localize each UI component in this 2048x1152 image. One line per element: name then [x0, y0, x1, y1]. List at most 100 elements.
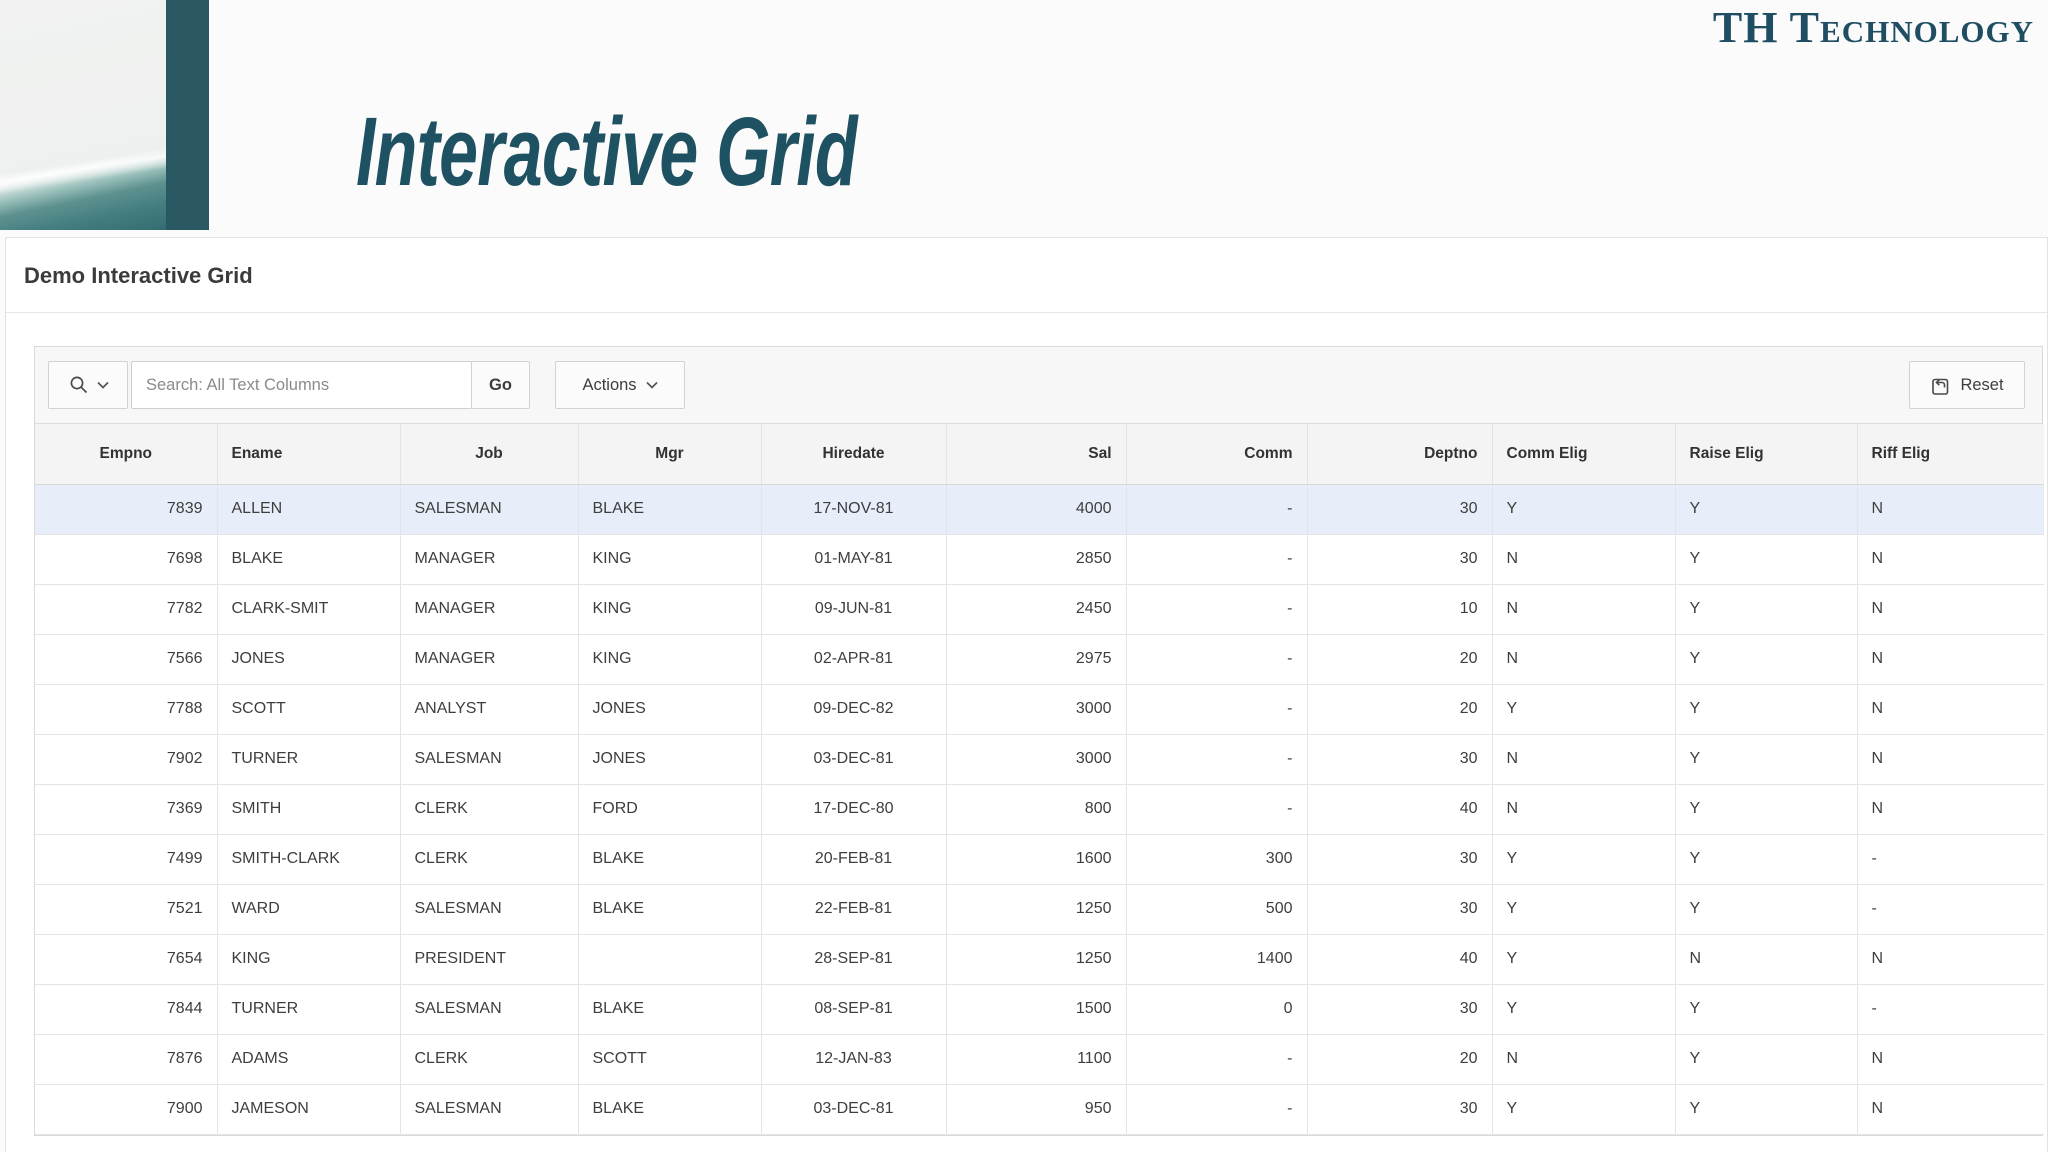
table-row[interactable]: 7499 SMITH-CLARK CLERK BLAKE 20-FEB-81 1600 30… [35, 834, 2044, 885]
table-row[interactable]: 7654 KING PRESIDENT 28-SEP-81 1250 1400 40 Y N N [35, 934, 2044, 985]
table-row[interactable]: 7902 TURNER SALESMAN JONES 03-DEC-81 3000-30 N… [35, 734, 2044, 785]
grid-cell[interactable]: N [1492, 634, 1676, 685]
table-row[interactable]: 7521 WARD SALESMAN BLAKE 22-FEB-81 1250 500 30 Y… [35, 884, 2044, 935]
grid-cell[interactable]: Y [1492, 684, 1676, 735]
grid-cell[interactable]: 7698 [35, 534, 218, 585]
grid-cell[interactable]: - [1126, 484, 1308, 535]
grid-cell[interactable]: FORD [578, 784, 762, 835]
grid-cell[interactable]: N [1857, 734, 2044, 785]
grid-cell[interactable]: CLERK [400, 834, 579, 885]
grid-cell[interactable]: N [1492, 534, 1676, 585]
grid-cell[interactable]: Y [1675, 884, 1858, 935]
grid-cell[interactable]: 7902 [35, 734, 218, 785]
grid-cell[interactable]: ALLEN [217, 484, 401, 535]
grid-cell[interactable]: 09-DEC-82 [761, 684, 947, 735]
grid-cell[interactable]: 12-JAN-83 [761, 1034, 947, 1085]
grid-cell[interactable]: Y [1492, 834, 1676, 885]
grid-cell[interactable]: MANAGER [400, 634, 579, 685]
grid-cell[interactable]: 7566 [35, 634, 218, 685]
grid-cell[interactable]: N [1857, 634, 2044, 685]
grid-cell[interactable]: 17-NOV-81 [761, 484, 947, 535]
column-header-deptno[interactable]: Deptno [1307, 424, 1493, 485]
grid-cell[interactable]: - [1126, 684, 1308, 735]
grid-cell[interactable]: 2975 [946, 634, 1127, 685]
grid-cell[interactable]: JAMESON [217, 1084, 401, 1135]
grid-cell[interactable]: 7839 [35, 484, 218, 535]
grid-cell[interactable]: SALESMAN [400, 984, 579, 1035]
grid-cell[interactable]: BLAKE [578, 484, 762, 535]
column-header-mgr[interactable]: Mgr [578, 424, 762, 485]
grid-cell[interactable]: 1400 [1126, 934, 1308, 985]
grid-cell[interactable]: 30 [1307, 1084, 1493, 1135]
grid-cell[interactable]: KING [217, 934, 401, 985]
grid-cell[interactable]: N [1492, 784, 1676, 835]
grid-cell[interactable] [578, 934, 762, 985]
grid-cell[interactable]: BLAKE [217, 534, 401, 585]
grid-cell[interactable]: 4000 [946, 484, 1127, 535]
table-row[interactable]: 7839 ALLEN SALESMAN BLAKE 17-NOV-81 4000-30 Y Y… [35, 484, 2044, 535]
grid-cell[interactable]: Y [1675, 834, 1858, 885]
grid-cell[interactable]: 20 [1307, 684, 1493, 735]
grid-cell[interactable]: N [1857, 1084, 2044, 1135]
grid-cell[interactable]: KING [578, 534, 762, 585]
grid-cell[interactable]: 17-DEC-80 [761, 784, 947, 835]
column-header-hiredate[interactable]: Hiredate [761, 424, 947, 485]
grid-cell[interactable]: 03-DEC-81 [761, 1084, 947, 1135]
grid-cell[interactable]: Y [1492, 1084, 1676, 1135]
grid-cell[interactable]: ADAMS [217, 1034, 401, 1085]
grid-cell[interactable]: SCOTT [578, 1034, 762, 1085]
column-header-riff-elig[interactable]: Riff Elig [1857, 424, 2044, 485]
table-row[interactable]: 7782 CLARK-SMIT MANAGER KING 09-JUN-81 2450-1… [35, 584, 2044, 635]
grid-cell[interactable]: TURNER [217, 734, 401, 785]
grid-cell[interactable]: 0 [1126, 984, 1308, 1035]
grid-cell[interactable]: SMITH [217, 784, 401, 835]
grid-cell[interactable]: CLARK-SMIT [217, 584, 401, 635]
grid-cell[interactable]: 20 [1307, 634, 1493, 685]
grid-cell[interactable]: BLAKE [578, 1084, 762, 1135]
column-header-comm[interactable]: Comm [1126, 424, 1308, 485]
grid-cell[interactable]: N [1857, 784, 2044, 835]
grid-cell[interactable]: SCOTT [217, 684, 401, 735]
grid-cell[interactable]: Y [1675, 1084, 1858, 1135]
grid-cell[interactable]: 02-APR-81 [761, 634, 947, 685]
grid-cell[interactable]: N [1492, 1034, 1676, 1085]
grid-cell[interactable]: 40 [1307, 784, 1493, 835]
grid-cell[interactable]: 7499 [35, 834, 218, 885]
grid-cell[interactable]: 1500 [946, 984, 1127, 1035]
grid-cell[interactable]: 1250 [946, 884, 1127, 935]
grid-cell[interactable]: SMITH-CLARK [217, 834, 401, 885]
column-header-comm-elig[interactable]: Comm Elig [1492, 424, 1676, 485]
grid-cell[interactable]: N [1857, 934, 2044, 985]
grid-cell[interactable]: 20-FEB-81 [761, 834, 947, 885]
grid-cell[interactable]: 30 [1307, 884, 1493, 935]
grid-cell[interactable]: Y [1675, 684, 1858, 735]
grid-cell[interactable]: - [1857, 834, 2044, 885]
search-column-selector-button[interactable] [48, 361, 128, 409]
grid-cell[interactable]: 30 [1307, 484, 1493, 535]
grid-cell[interactable]: - [1126, 784, 1308, 835]
reset-button[interactable]: Reset [1909, 361, 2025, 409]
grid-cell[interactable]: 950 [946, 1084, 1127, 1135]
grid-cell[interactable]: SALESMAN [400, 884, 579, 935]
grid-cell[interactable]: 2850 [946, 534, 1127, 585]
grid-cell[interactable]: 28-SEP-81 [761, 934, 947, 985]
grid-cell[interactable]: - [1126, 634, 1308, 685]
grid-cell[interactable]: 1100 [946, 1034, 1127, 1085]
grid-cell[interactable]: CLERK [400, 1034, 579, 1085]
grid-cell[interactable]: Y [1492, 884, 1676, 935]
go-button[interactable]: Go [471, 361, 530, 409]
grid-cell[interactable]: N [1492, 584, 1676, 635]
grid-cell[interactable]: 300 [1126, 834, 1308, 885]
grid-cell[interactable]: - [1857, 884, 2044, 935]
table-row[interactable]: 7698 BLAKE MANAGER KING 01-MAY-81 2850-30 N Y N [35, 534, 2044, 585]
grid-cell[interactable]: Y [1675, 634, 1858, 685]
grid-cell[interactable]: BLAKE [578, 984, 762, 1035]
grid-cell[interactable]: ANALYST [400, 684, 579, 735]
grid-cell[interactable]: Y [1675, 484, 1858, 535]
grid-cell[interactable]: 7788 [35, 684, 218, 735]
grid-cell[interactable]: N [1857, 534, 2044, 585]
grid-cell[interactable]: 30 [1307, 734, 1493, 785]
grid-cell[interactable]: 3000 [946, 684, 1127, 735]
grid-cell[interactable]: 08-SEP-81 [761, 984, 947, 1035]
grid-cell[interactable]: 10 [1307, 584, 1493, 635]
